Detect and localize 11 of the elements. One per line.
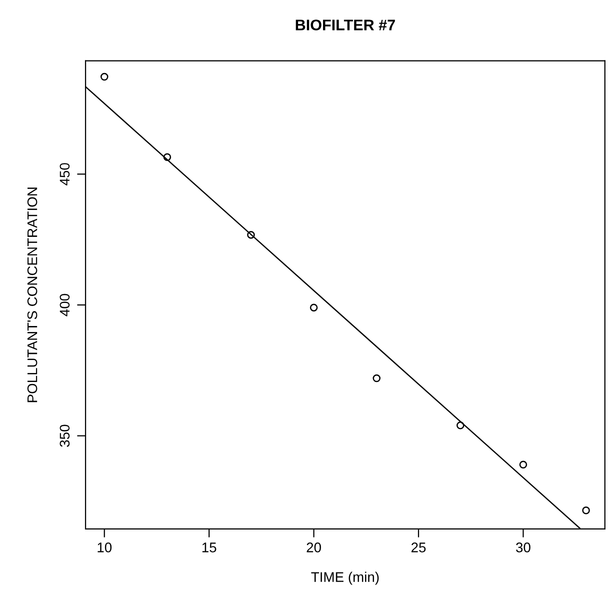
x-tick-label: 10 [98,542,112,552]
y-axis-title: POLLUTANT'S CONCENTRATION [27,188,38,402]
x-tick-label: 30 [516,542,530,552]
chart-title: BIOFILTER #7 [296,20,395,30]
y-tick-label: 450 [60,163,70,186]
x-tick-label: 25 [411,542,426,552]
y-tick-label: 400 [60,294,70,316]
x-tick-label: 15 [202,542,216,552]
x-tick-label: 20 [306,542,321,552]
y-tick-label: 350 [60,424,70,447]
x-axis-title: TIME (min) [311,572,379,585]
